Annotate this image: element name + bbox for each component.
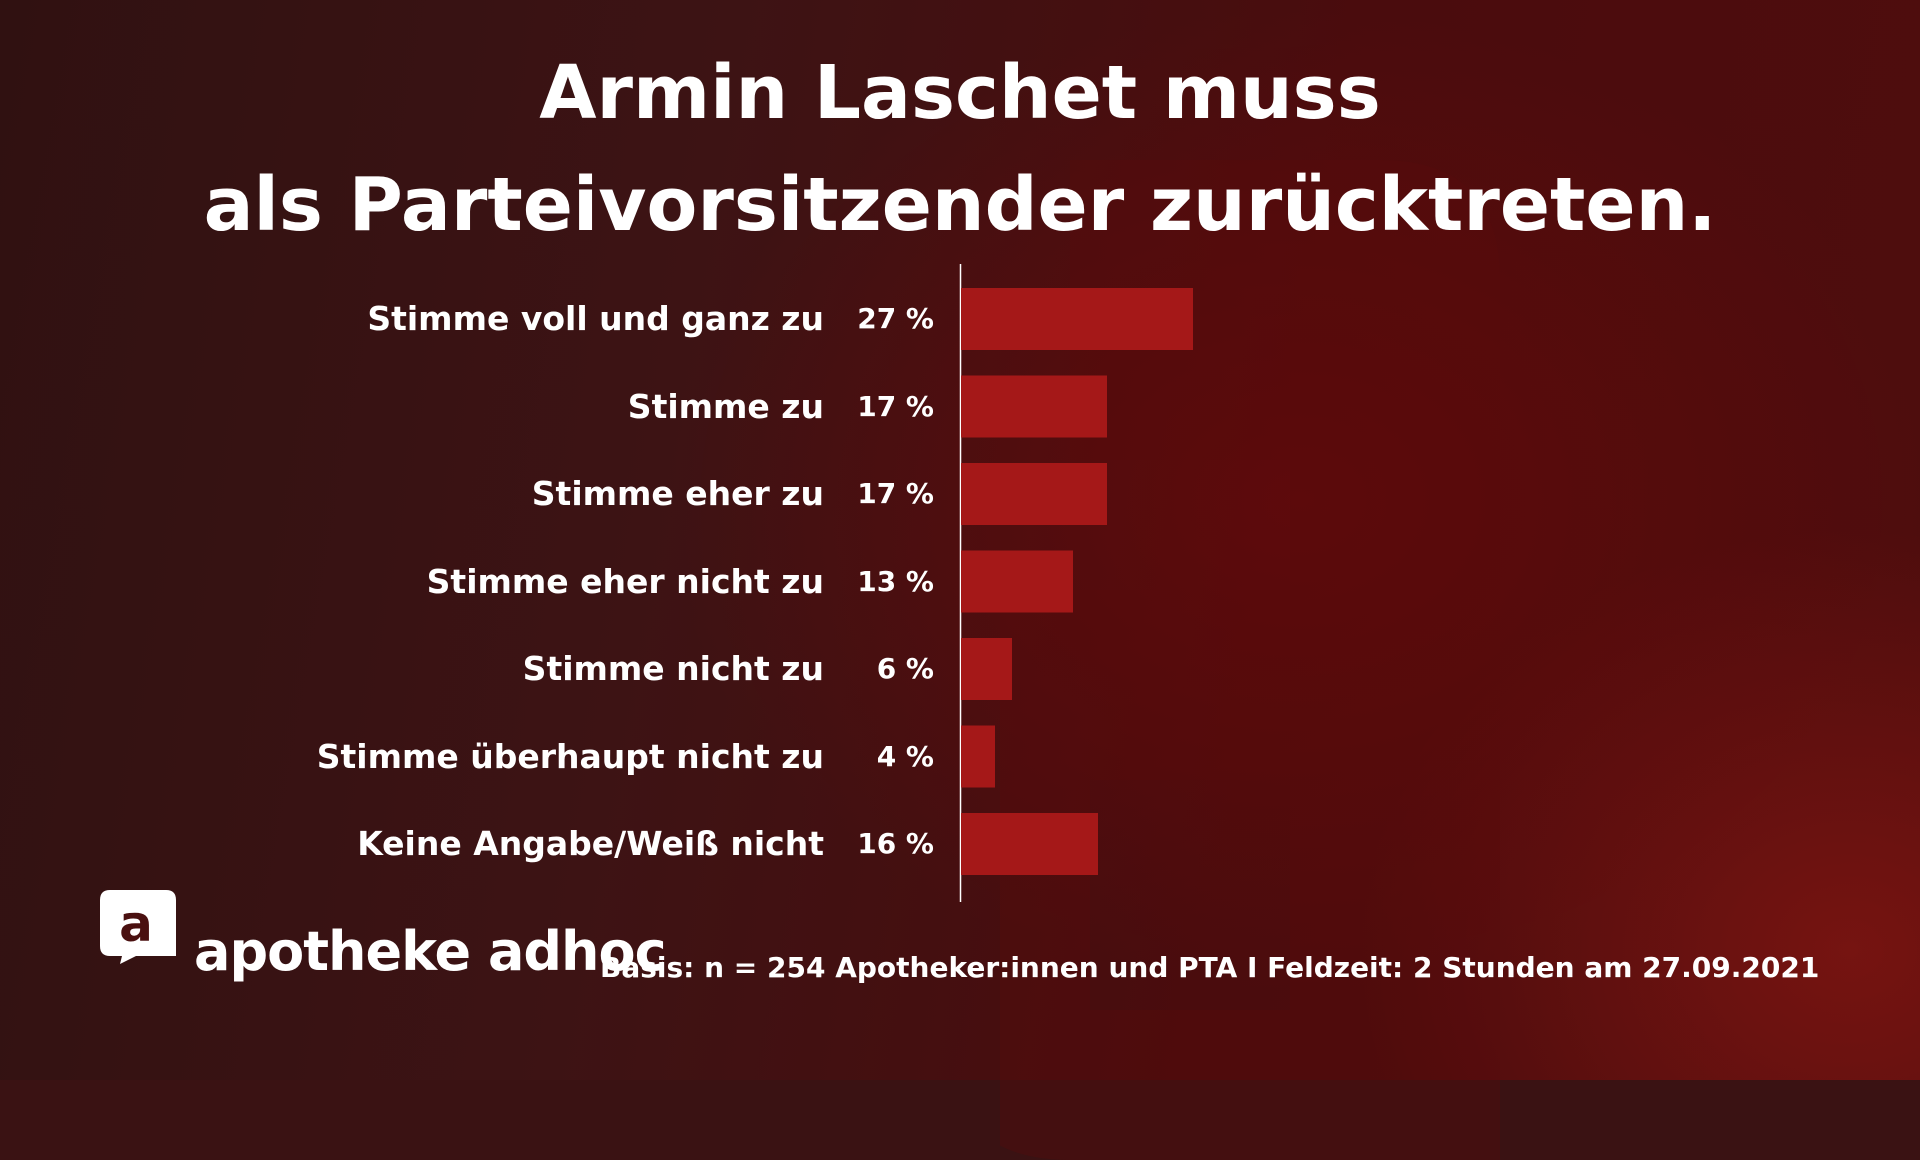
category-label: Stimme eher nicht zu bbox=[426, 561, 824, 601]
apotheke-adhoc-logo: a apotheke adhoc bbox=[96, 880, 667, 996]
category-label: Stimme nicht zu bbox=[522, 649, 824, 688]
bar bbox=[961, 725, 995, 788]
value-label: 6 % bbox=[876, 652, 934, 685]
page-title-line-2: als Parteivorsitzender zurücktreten. bbox=[203, 162, 1717, 248]
value-label: 13 % bbox=[857, 564, 934, 598]
bar-group bbox=[961, 288, 1193, 875]
category-label: Stimme eher zu bbox=[531, 474, 824, 513]
bar bbox=[961, 638, 1012, 700]
logo-mark-letter: a bbox=[119, 895, 153, 953]
bar-chart-plot bbox=[959, 264, 1193, 902]
apotheke-adhoc-logo-icon: a bbox=[100, 890, 176, 964]
category-label: Stimme zu bbox=[627, 386, 824, 426]
value-label: 4 % bbox=[876, 739, 934, 773]
category-label: Stimme voll und ganz zu bbox=[367, 299, 824, 338]
value-label: 17 % bbox=[857, 477, 934, 510]
footnote-basis: Basis: n = 254 Apotheker:innen und PTA I… bbox=[600, 951, 1820, 984]
bar bbox=[961, 813, 1098, 875]
page-title-line-1: Armin Laschet muss bbox=[539, 50, 1381, 136]
background-watermark-logo-icon bbox=[1000, 160, 1500, 1160]
value-label: 16 % bbox=[857, 827, 934, 860]
bar bbox=[961, 550, 1073, 613]
category-label: Keine Angabe/Weiß nicht bbox=[357, 824, 824, 863]
bar bbox=[961, 375, 1107, 438]
bar-chart: Stimme voll und ganz zu 27 % Stimme zu 17 %… bbox=[316, 264, 1193, 902]
logo-wordmark: apotheke adhoc bbox=[194, 920, 667, 983]
category-label: Stimme überhaupt nicht zu bbox=[316, 736, 824, 776]
bar bbox=[961, 288, 1193, 350]
value-label: 27 % bbox=[857, 302, 934, 335]
value-label: 17 % bbox=[857, 389, 934, 423]
bar bbox=[961, 463, 1107, 525]
